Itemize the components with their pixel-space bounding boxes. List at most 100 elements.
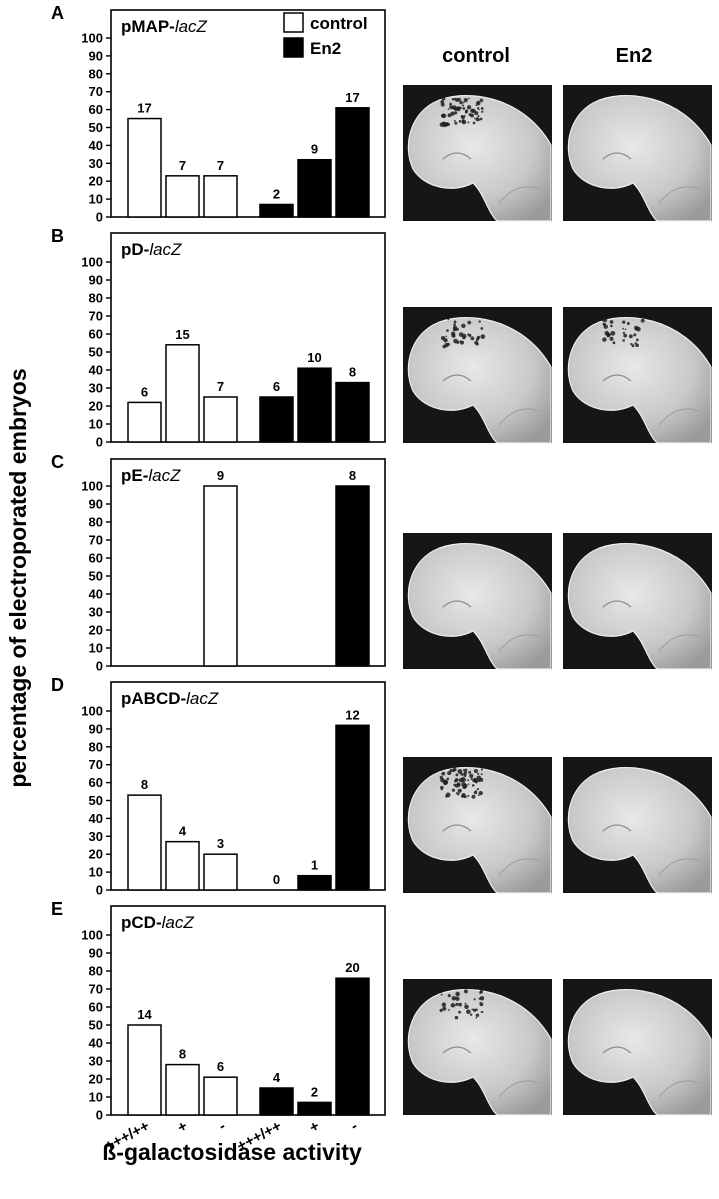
stain-dot: [464, 1004, 469, 1010]
stain-dot: [445, 335, 448, 338]
stain-dot: [461, 323, 466, 329]
stain-dot: [475, 342, 479, 346]
stain-dot: [630, 342, 633, 346]
y-tick-label: 40: [89, 1036, 103, 1051]
embryo-fold: [498, 858, 540, 876]
embryo-fold: [442, 374, 472, 382]
micrograph-a-en2: [563, 85, 712, 222]
data-label: 17: [137, 101, 151, 116]
y-tick-label: 100: [81, 704, 103, 719]
y-tick-label: 60: [89, 102, 103, 117]
stain-dot: [447, 108, 450, 110]
stain-dot: [607, 333, 611, 337]
bar-control: [165, 344, 200, 443]
stain-dot: [442, 344, 446, 349]
stain-dot: [634, 325, 639, 330]
stain-dot: [467, 333, 470, 336]
stain-dot: [479, 117, 483, 121]
stain-dot: [463, 98, 468, 103]
stain-dot: [479, 991, 482, 994]
stain-dot: [458, 1010, 462, 1014]
bar-en2: [259, 396, 294, 443]
y-tick-label: 10: [89, 1090, 103, 1105]
plot-frame: [110, 9, 386, 218]
panel-letter: E: [51, 899, 63, 919]
stain-dot: [462, 101, 465, 104]
stain-dot: [626, 322, 630, 325]
construct-label: pE-lacZ: [121, 466, 181, 485]
plot-frame: [110, 905, 386, 1116]
data-label: 9: [311, 142, 318, 157]
construct-label: pMAP-lacZ: [121, 17, 208, 36]
stain-dot: [475, 1013, 480, 1018]
data-label: 3: [217, 836, 224, 851]
data-label: 1: [311, 858, 318, 873]
stain-dot: [467, 779, 470, 782]
bar-control: [165, 1063, 200, 1116]
y-tick-label: 10: [89, 641, 103, 656]
data-label: 14: [137, 1007, 152, 1022]
embryo-fold: [498, 1080, 540, 1098]
stain-dot: [446, 777, 450, 781]
y-tick-label: 60: [89, 775, 103, 790]
y-tick-label: 90: [89, 497, 103, 512]
y-tick-label: 10: [89, 192, 103, 207]
bar-en2: [335, 107, 370, 218]
stain-dot: [447, 1008, 450, 1011]
stain-dot: [449, 105, 454, 110]
data-label: 4: [179, 824, 187, 839]
stain-dot: [610, 330, 616, 336]
y-tick-label: 70: [89, 309, 103, 324]
stain-dot: [472, 1008, 477, 1012]
y-tick-label: 20: [89, 174, 103, 189]
stain-dot: [624, 328, 627, 331]
stain-dot: [479, 98, 484, 103]
stain-dot: [464, 110, 468, 114]
stain-dot: [471, 794, 476, 799]
y-tick-label: 10: [89, 865, 103, 880]
embryo-fold: [442, 1046, 472, 1054]
bar-en2: [335, 724, 370, 891]
stain-dot: [609, 336, 614, 341]
stain-dot: [476, 779, 479, 782]
data-label: 10: [307, 350, 321, 365]
stain-dot: [471, 1008, 474, 1011]
y-tick-label: 20: [89, 1072, 103, 1087]
stain-dot: [442, 1006, 447, 1011]
stain-dot: [472, 121, 476, 125]
y-tick-label: 70: [89, 757, 103, 772]
micrograph-b-control: [403, 307, 552, 444]
stain-dot: [475, 1008, 478, 1012]
y-tick-label: 100: [81, 255, 103, 270]
x-tick-label: +: [307, 1117, 323, 1136]
construct-label: pD-lacZ: [121, 240, 182, 259]
stain-dot: [477, 107, 480, 110]
stain-dot: [459, 771, 462, 774]
stain-dot: [475, 337, 480, 341]
stain-dot: [472, 779, 475, 783]
y-axis-title: percentage of electroporated embryos: [5, 368, 31, 787]
embryo-fold: [498, 186, 540, 204]
embryo-fold: [658, 186, 700, 204]
stain-dot: [441, 1002, 447, 1007]
micrograph-grid: [403, 85, 712, 1116]
stain-dot: [471, 784, 475, 787]
stain-dot: [480, 773, 483, 776]
micrograph-c-en2: [563, 533, 712, 670]
y-tick-label: 60: [89, 327, 103, 342]
stain-dot: [452, 769, 455, 772]
y-tick-label: 100: [81, 928, 103, 943]
data-label: 8: [349, 365, 356, 380]
data-label: 8: [179, 1047, 186, 1062]
stain-dot: [447, 994, 451, 998]
embryo-fold: [442, 600, 472, 608]
embryo-fold: [602, 600, 632, 608]
construct-label: pCD-lacZ: [121, 913, 194, 932]
stain-dot: [473, 998, 476, 1001]
stain-dot: [455, 792, 458, 795]
y-tick-label: 60: [89, 551, 103, 566]
bar-en2: [335, 381, 370, 443]
embryo-fold: [602, 152, 632, 160]
